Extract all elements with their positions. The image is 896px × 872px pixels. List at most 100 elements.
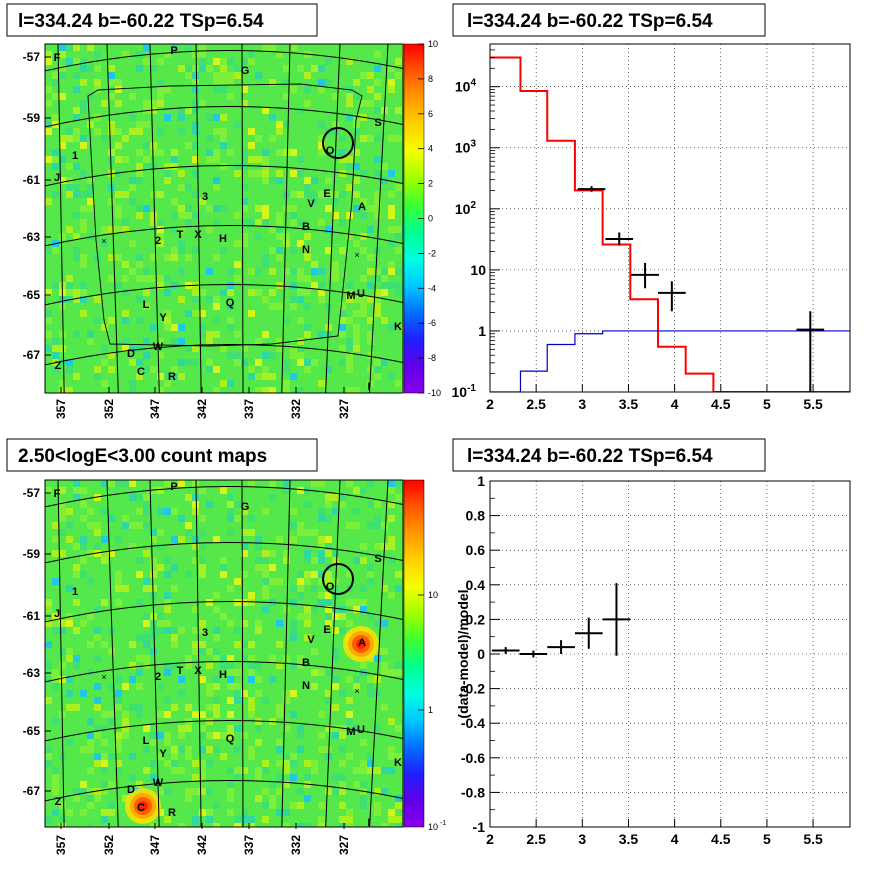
title-box-spectrum: l=334.24 b=-60.22 TSp=6.54 bbox=[452, 3, 766, 37]
panel-title-spectrum: l=334.24 b=-60.22 TSp=6.54 bbox=[467, 11, 713, 32]
lon-tick-label: 352 bbox=[102, 835, 116, 855]
colorbar-residual-tick: -8 bbox=[428, 353, 436, 363]
source-label-c: C bbox=[137, 802, 145, 814]
source-label-n: N bbox=[302, 244, 310, 256]
meridian-line bbox=[281, 44, 291, 393]
source-label-r: R bbox=[168, 371, 176, 383]
lon-tick-label: 352 bbox=[102, 399, 116, 419]
map-residual-lon-ticks: 357 352 347 342 337 332 327 bbox=[54, 387, 351, 419]
lon-tick-label: 342 bbox=[195, 835, 209, 855]
meridian-line bbox=[106, 480, 119, 827]
source-label-2: 2 bbox=[155, 671, 161, 683]
spectrum-y-tick-label: 1 bbox=[478, 323, 486, 339]
parallel-line bbox=[45, 601, 403, 623]
source-label-m: M bbox=[346, 726, 355, 738]
title-box-residual: l=334.24 b=-60.22 TSp=6.54 bbox=[452, 438, 766, 472]
title-box-map-residual: l=334.24 b=-60.22 TSp=6.54 bbox=[6, 3, 318, 37]
colorbar-counts: 10 1 10 -1 bbox=[403, 479, 446, 832]
colorbar-residual-tick: 4 bbox=[428, 144, 433, 154]
source-label-t: T bbox=[177, 665, 184, 677]
source-label-e: E bbox=[323, 624, 330, 636]
source-label-a: A bbox=[358, 201, 366, 213]
residual-data-point-3 bbox=[574, 617, 603, 649]
residual-y-tick-label: 0.6 bbox=[466, 542, 486, 558]
residual-y-tick-label: -1 bbox=[473, 819, 486, 835]
spectrum-frame bbox=[489, 43, 851, 393]
meridian-line bbox=[369, 480, 389, 827]
lat-tick-label: -61 bbox=[23, 609, 41, 623]
residual-y-tick-label: 0.4 bbox=[466, 577, 486, 593]
source-label-d: D bbox=[127, 348, 135, 360]
lat-tick-label: -65 bbox=[23, 288, 41, 302]
map-residual-lat-ticks: -57 -59 -61 -63 -65 -67 bbox=[23, 50, 51, 362]
cross-marker: × bbox=[101, 672, 106, 682]
lat-tick-label: -65 bbox=[23, 724, 41, 738]
source-label-w: W bbox=[153, 341, 164, 353]
roi-outline bbox=[87, 83, 363, 347]
cross-marker: × bbox=[354, 250, 359, 260]
cross-marker: × bbox=[101, 236, 106, 246]
lon-tick-label: 347 bbox=[148, 835, 162, 855]
residual-y-tick-label: 0.2 bbox=[466, 611, 486, 627]
source-label-i: I bbox=[367, 381, 370, 393]
parallel-line bbox=[45, 344, 403, 366]
source-label-b: B bbox=[302, 221, 310, 233]
parallel-line bbox=[45, 542, 403, 564]
source-label-1: 1 bbox=[72, 586, 78, 598]
sky-map-residual: F P G S O 1J 3 VE A 2 T X H BN L Q M U Y K D W C R Z I × × -57 -59 -6… bbox=[23, 43, 404, 419]
map-residual-source-labels: F P G S O 1J 3 VE A 2 T X H BN L Q M U Y K D W C R Z I × × bbox=[54, 45, 402, 393]
lon-tick-label: 337 bbox=[242, 399, 256, 419]
colorbar-residual-tick: 8 bbox=[428, 74, 433, 84]
colorbar-counts-tick-exponent: -1 bbox=[440, 820, 446, 827]
residual-y-tick-label: -0.2 bbox=[461, 681, 485, 697]
colorbar-counts-ramp bbox=[403, 479, 425, 828]
source-label-2: 2 bbox=[155, 235, 161, 247]
source-label-3: 3 bbox=[202, 627, 208, 639]
source-label-o: O bbox=[326, 581, 335, 593]
source-label-r: R bbox=[168, 807, 176, 819]
meridian-line bbox=[281, 480, 291, 827]
panel-title-map-counts: 2.50<logE<3.00 count maps bbox=[18, 446, 267, 467]
source-label-h: H bbox=[219, 233, 227, 245]
residual-data-point-4 bbox=[602, 583, 631, 656]
map-counts-lat-ticks: -57 -59 -61 -63 -65 -67 bbox=[23, 486, 51, 798]
source-label-d: D bbox=[127, 784, 135, 796]
target-circle-residual bbox=[322, 127, 354, 159]
meridian-line bbox=[325, 480, 341, 827]
meridian-line bbox=[369, 44, 389, 393]
colorbar-residual-tick: 6 bbox=[428, 109, 433, 119]
source-label-3: 3 bbox=[202, 191, 208, 203]
spectrum-x-tick-label: 5 bbox=[763, 396, 771, 412]
lon-tick-label: 347 bbox=[148, 399, 162, 419]
lon-tick-label: 327 bbox=[337, 399, 351, 419]
residual-x-tick-label: 2 bbox=[486, 831, 494, 847]
source-label-u: U bbox=[357, 288, 365, 300]
source-label-s: S bbox=[374, 117, 381, 129]
residual-y-tick-label: 0.8 bbox=[466, 508, 486, 524]
source-label-j: J bbox=[54, 172, 60, 184]
spectrum-y-tick-label: 10 bbox=[470, 262, 486, 278]
lon-tick-label: 357 bbox=[54, 399, 68, 419]
spectrum-data-point-1 bbox=[605, 232, 634, 246]
meridian-line bbox=[325, 44, 341, 393]
meridian-line bbox=[149, 480, 160, 827]
spectrum-x-tick-label: 3.5 bbox=[619, 396, 639, 412]
spectrum-step-series-0 bbox=[490, 56, 850, 392]
panel-title-map-residual: l=334.24 b=-60.22 TSp=6.54 bbox=[18, 11, 264, 32]
residual-y-tick-label: 0 bbox=[477, 646, 485, 662]
source-label-x: X bbox=[194, 665, 202, 677]
source-label-s: S bbox=[374, 553, 381, 565]
lon-tick-label: 327 bbox=[337, 835, 351, 855]
map-counts-frame bbox=[44, 479, 404, 828]
lat-tick-label: -57 bbox=[23, 486, 41, 500]
spectrum-x-tick-label: 4.5 bbox=[711, 396, 731, 412]
parallel-line bbox=[45, 486, 403, 508]
map-residual-pixels bbox=[45, 44, 403, 393]
source-label-q: Q bbox=[226, 733, 235, 745]
source-label-y: Y bbox=[159, 748, 167, 760]
meridian-line bbox=[241, 44, 244, 393]
spectrum-y-tick-label: 102 bbox=[455, 200, 477, 217]
source-label-w: W bbox=[153, 777, 164, 789]
lat-tick-label: -67 bbox=[23, 784, 41, 798]
